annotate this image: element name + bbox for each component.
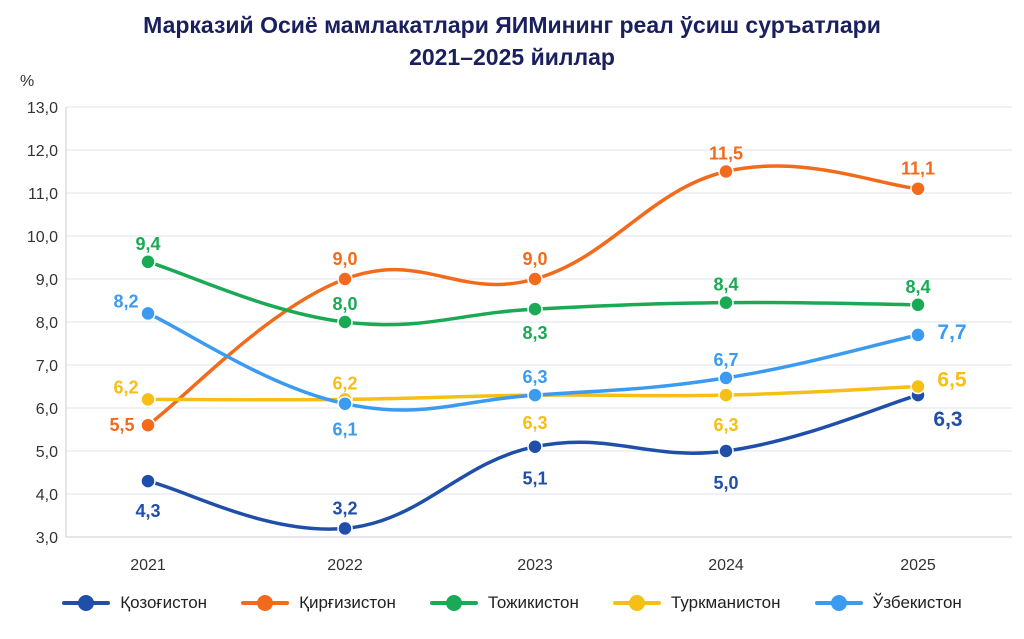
x-tick-label: 2023	[517, 557, 553, 574]
legend-swatch	[62, 595, 111, 611]
data-point	[337, 395, 353, 412]
data-label: 6,3	[522, 367, 547, 387]
line-chart: 3,0 4,0 5,0 6,0 7,0 8,0 9,0 10,0 11,0 12,0 13,0% 20…	[20, 73, 1012, 574]
data-label: 6,2	[113, 377, 138, 397]
data-point	[140, 417, 156, 433]
data-label: 5,1	[522, 469, 547, 489]
data-point	[718, 370, 734, 386]
data-label: 8,4	[713, 275, 738, 295]
legend-item: Тожикистон	[429, 593, 579, 613]
chart-title: Марказий Осиё мамлакатлари ЯИМининг реал…	[143, 12, 881, 38]
series-2	[140, 163, 926, 433]
data-label: 6,2	[332, 373, 357, 393]
data-point	[910, 327, 926, 343]
data-point	[910, 180, 926, 197]
data-point	[337, 314, 353, 330]
data-point	[140, 305, 156, 322]
legend-swatch	[814, 595, 863, 611]
series-5	[140, 305, 926, 412]
x-tick-label: 2024	[708, 557, 744, 574]
data-label: 6,3	[713, 415, 738, 435]
x-tick-label: 2022	[327, 557, 363, 574]
y-tick-label: 12,0	[27, 143, 58, 160]
legend-label: Туркманистон	[670, 593, 781, 612]
data-point	[527, 387, 543, 403]
data-label: 8,0	[332, 294, 357, 314]
data-label: 6,3	[933, 408, 962, 431]
data-label: 5,5	[109, 415, 134, 435]
legend-label: Қирғизистон	[299, 593, 396, 612]
data-point	[718, 443, 734, 459]
data-point	[910, 297, 926, 313]
data-label: 6,3	[522, 413, 547, 433]
legend-item: Қозоғистон	[62, 593, 207, 613]
x-tick-label: 2021	[130, 557, 166, 574]
x-tick-label: 2025	[900, 557, 936, 574]
data-label: 9,4	[135, 234, 160, 254]
data-point	[527, 438, 543, 455]
y-tick-label: 8,0	[36, 315, 58, 332]
y-tick-label: 4,0	[36, 487, 58, 504]
y-tick-label: 6,0	[36, 401, 58, 418]
legend-label: Тожикистон	[487, 593, 579, 612]
data-label: 8,4	[905, 277, 930, 297]
legend-swatch	[612, 595, 661, 611]
data-label: 8,2	[113, 291, 138, 311]
data-label: 9,0	[332, 249, 357, 269]
legend-label: Ўзбекистон	[872, 593, 962, 612]
data-label: 8,3	[522, 323, 547, 343]
y-tick-label: 9,0	[36, 272, 58, 289]
y-tick-label: 10,0	[27, 229, 58, 246]
data-label: 5,0	[713, 473, 738, 493]
data-label: 7,7	[937, 321, 966, 344]
legend-swatch	[429, 595, 478, 611]
legend-label: Қозоғистон	[120, 593, 208, 612]
data-point	[337, 520, 353, 537]
data-label: 6,5	[937, 369, 967, 392]
y-tick-label: 5,0	[36, 444, 58, 461]
data-point	[718, 294, 734, 311]
data-label: 9,0	[522, 249, 547, 269]
data-label: 6,1	[332, 420, 357, 440]
data-point	[910, 378, 926, 395]
data-point	[527, 271, 543, 287]
data-point	[140, 254, 156, 270]
y-tick-label: 13,0	[27, 100, 58, 117]
chart-subtitle: 2021–2025 йиллар	[409, 44, 615, 70]
legend-item: Туркманистон	[612, 593, 781, 613]
data-point	[718, 163, 734, 180]
chart-legend: Қозоғистон Қирғизистон Тожикистон Туркманис…	[0, 593, 1024, 613]
data-point	[718, 387, 734, 403]
legend-swatch	[241, 595, 290, 611]
y-tick-label: 7,0	[36, 358, 58, 375]
data-label: 11,1	[901, 159, 935, 179]
y-axis-unit-label: %	[20, 73, 34, 90]
data-label: 6,7	[713, 350, 738, 370]
series-1	[140, 387, 926, 537]
legend-item: Ўзбекистон	[814, 593, 962, 613]
data-label: 11,5	[709, 144, 743, 164]
series-3	[140, 254, 926, 330]
y-tick-label: 11,0	[28, 186, 58, 203]
data-point	[527, 301, 543, 317]
y-tick-label: 3,0	[36, 530, 58, 547]
data-label: 4,3	[135, 501, 160, 521]
data-point	[140, 391, 156, 408]
data-label: 3,2	[332, 498, 357, 518]
data-point	[140, 473, 156, 489]
legend-item: Қирғизистон	[241, 593, 396, 613]
data-point	[337, 271, 353, 287]
